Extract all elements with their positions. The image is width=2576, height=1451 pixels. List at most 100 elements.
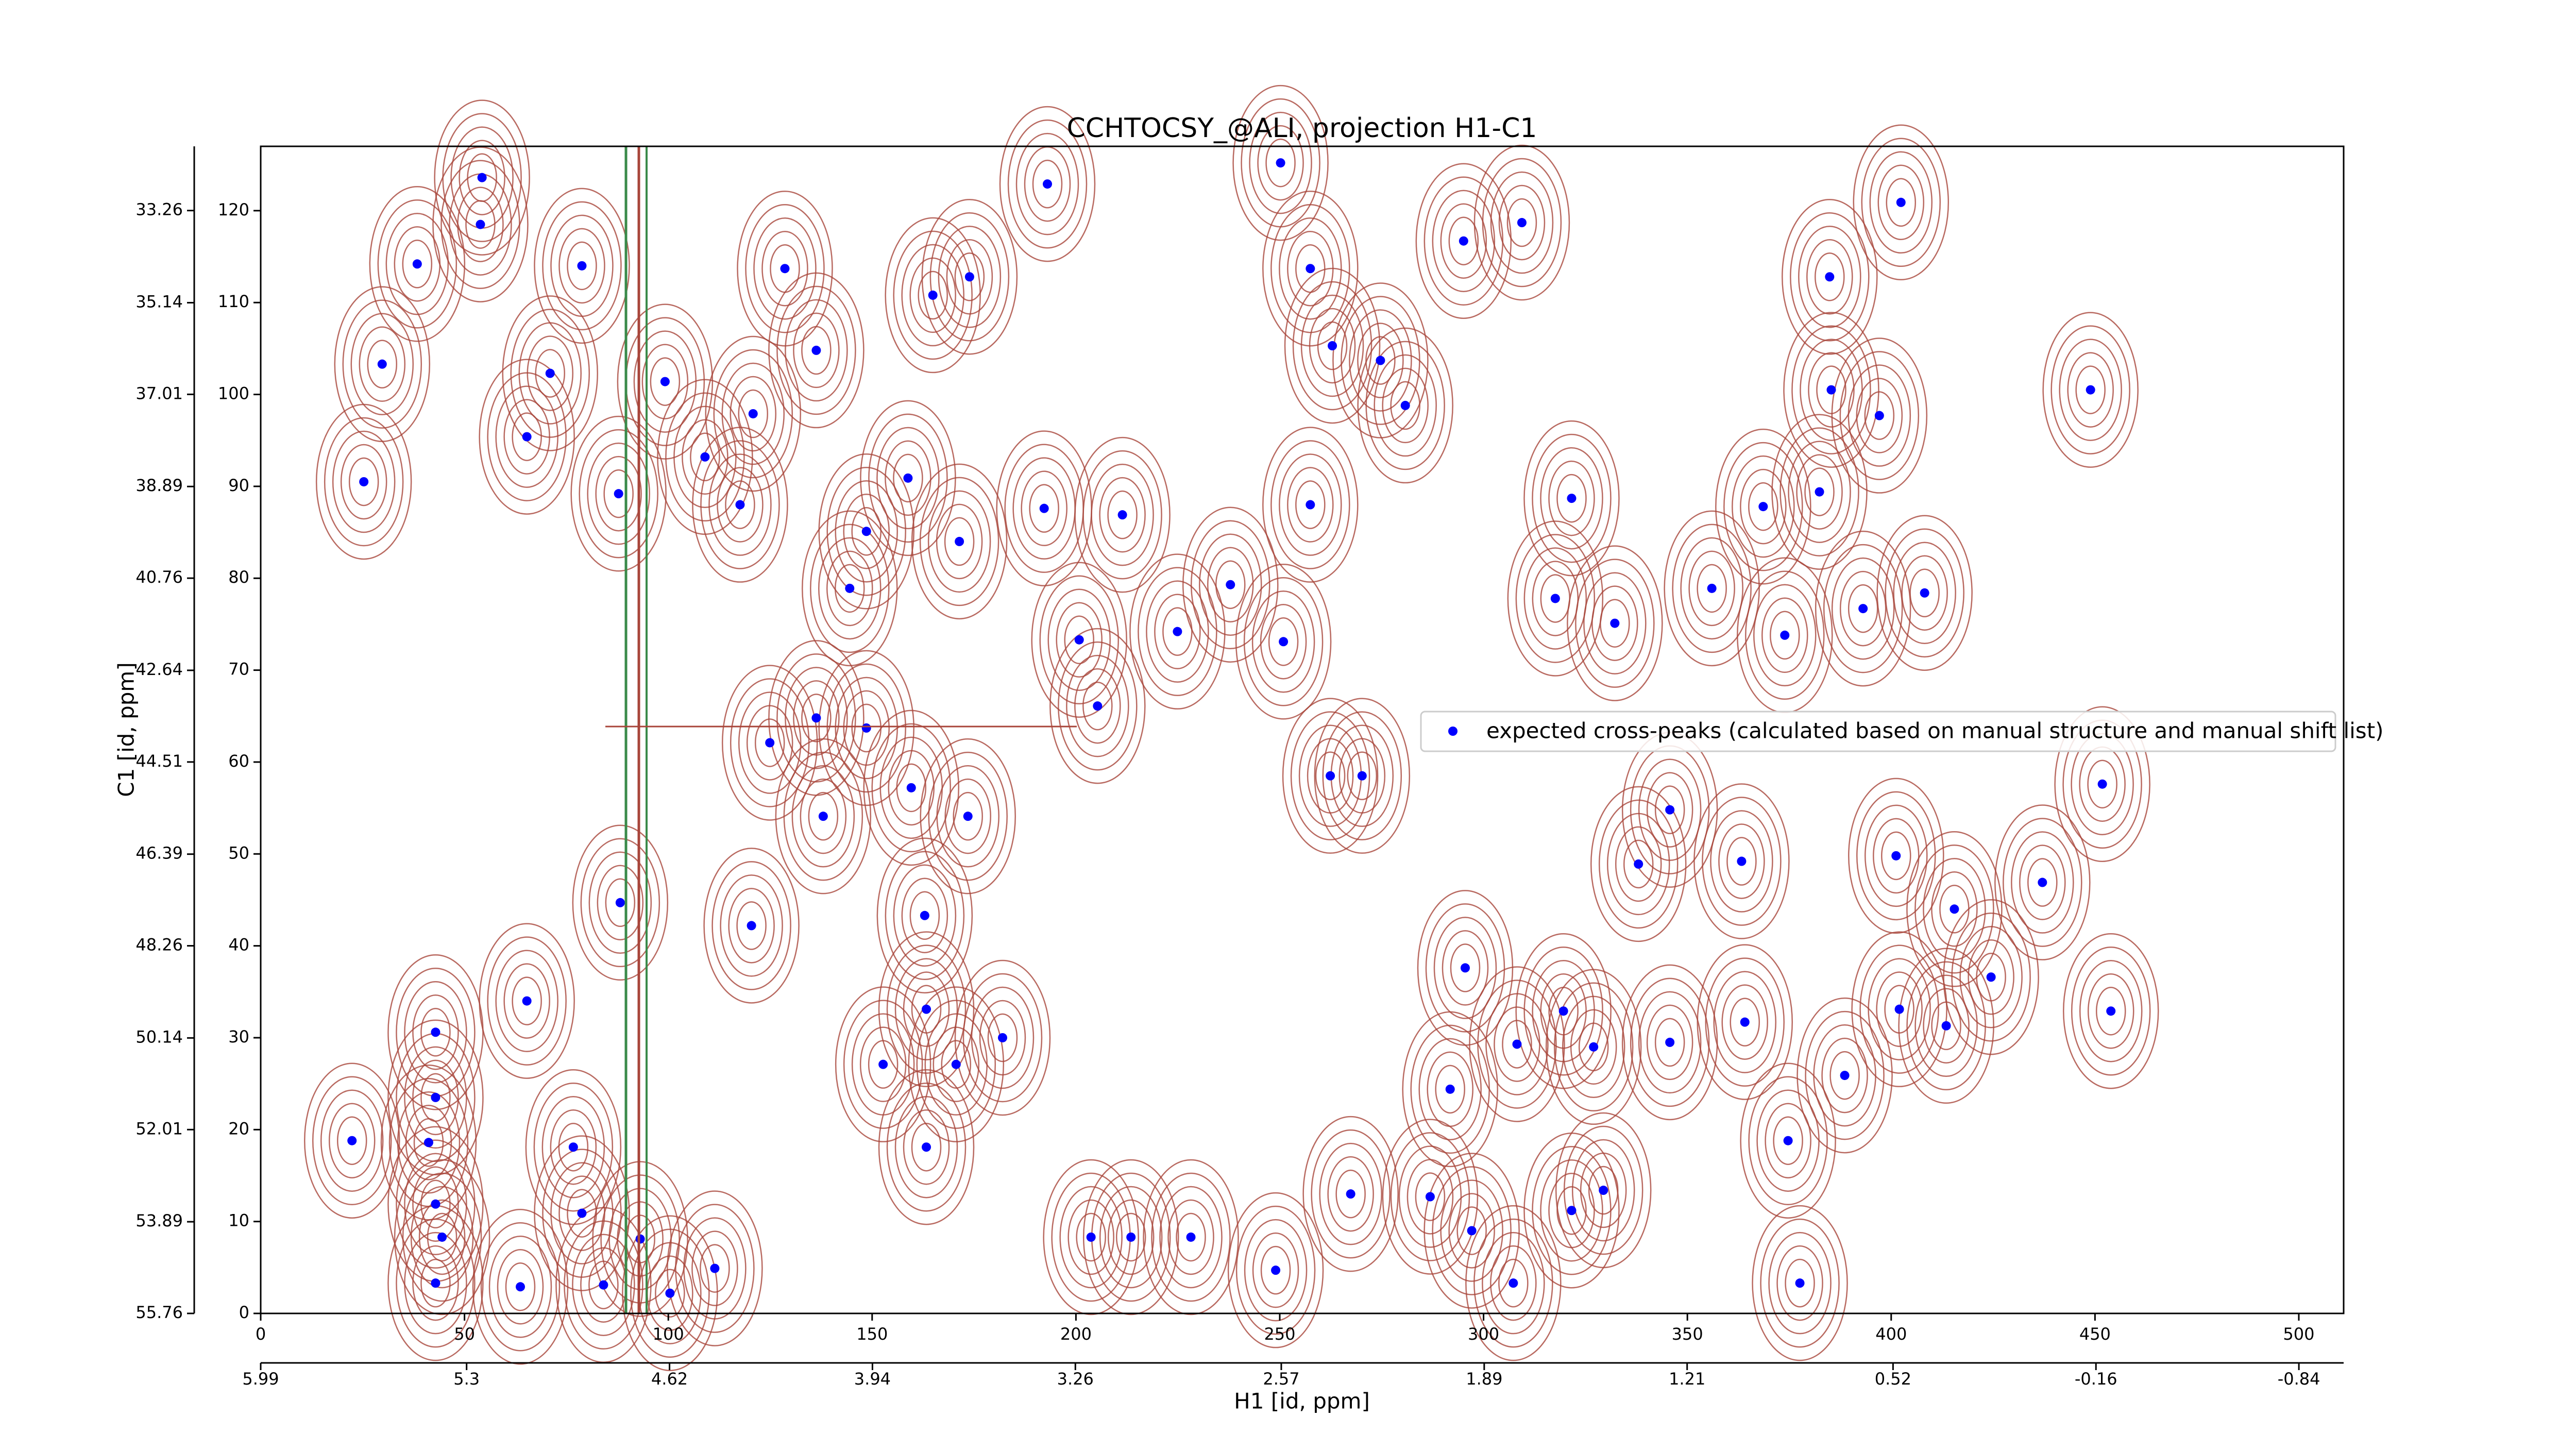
- x2-tick-label: 4.62: [651, 1369, 688, 1389]
- contour: [893, 230, 973, 360]
- contour: [312, 1076, 392, 1205]
- contour: [1082, 450, 1162, 580]
- contour: [404, 1153, 467, 1256]
- contour: [342, 299, 422, 429]
- cross-peak: [1512, 1039, 1522, 1049]
- cross-peak: [1517, 218, 1527, 228]
- contour: [1191, 520, 1270, 649]
- contour: [1646, 772, 1693, 848]
- contour: [479, 923, 575, 1079]
- contour: [745, 204, 825, 333]
- contour: [916, 1000, 996, 1129]
- contour: [909, 891, 940, 940]
- contour: [336, 1116, 367, 1165]
- cross-peak: [423, 1138, 433, 1148]
- contour: [1469, 966, 1565, 1122]
- contour: [534, 1135, 630, 1291]
- contour: [1688, 550, 1735, 627]
- contour: [1540, 447, 1603, 550]
- cross-peak: [1459, 236, 1468, 246]
- contour: [550, 214, 614, 317]
- contour: [721, 362, 785, 465]
- contour: [818, 650, 914, 806]
- contour: [1853, 124, 1950, 281]
- contour: [1074, 436, 1171, 593]
- cross-peak: [1894, 1004, 1904, 1014]
- x-tick-label: 400: [1875, 1324, 1907, 1344]
- contour: [893, 453, 923, 503]
- contour: [1262, 190, 1359, 347]
- contour: [1591, 585, 1638, 661]
- contour: [1693, 783, 1790, 939]
- cross-peak: [1357, 771, 1367, 781]
- contour: [332, 430, 396, 533]
- contour: [1765, 1103, 1811, 1178]
- contour: [412, 1059, 459, 1136]
- contour: [1773, 1116, 1803, 1165]
- contour: [1805, 1010, 1885, 1140]
- contour: [903, 1109, 950, 1185]
- contour: [1839, 570, 1887, 647]
- contour: [542, 1149, 622, 1278]
- contour: [1059, 1186, 1123, 1289]
- contour: [1440, 1179, 1503, 1282]
- contour: [1829, 1051, 1860, 1100]
- contour: [533, 1082, 614, 1212]
- contour: [1761, 597, 1808, 673]
- contour: [1415, 163, 1512, 319]
- cross-peak: [522, 432, 532, 442]
- contour: [1873, 818, 1920, 894]
- cross-peak: [1039, 503, 1049, 513]
- contour: [1423, 1153, 1520, 1309]
- cross-peak: [577, 261, 587, 271]
- cross-peak: [1567, 494, 1577, 503]
- cross-peak: [748, 409, 758, 418]
- contour: [911, 463, 1008, 620]
- contour: [938, 226, 1002, 328]
- contour: [2079, 959, 2143, 1062]
- x-tick-label: 0: [256, 1324, 266, 1344]
- cross-peak: [614, 489, 623, 499]
- contour: [1279, 217, 1342, 320]
- contour: [886, 944, 967, 1074]
- contour: [1338, 738, 1386, 814]
- contour: [1856, 791, 1936, 921]
- contour: [1672, 524, 1752, 653]
- cross-peak: [1328, 341, 1337, 351]
- contour: [1107, 490, 1138, 539]
- contour: [457, 187, 504, 262]
- cross-peak: [710, 1263, 720, 1273]
- y2-tick-label: 40.76: [135, 567, 183, 587]
- contour: [1284, 267, 1381, 424]
- contour: [1319, 1142, 1382, 1245]
- contour: [404, 981, 467, 1084]
- cross-peak: [1306, 264, 1315, 274]
- x-tick-label: 200: [1060, 1324, 1092, 1344]
- contour: [579, 429, 658, 559]
- x-tick-label: 100: [653, 1324, 684, 1344]
- contour: [479, 359, 575, 515]
- contour: [1295, 480, 1326, 529]
- contour: [1415, 1172, 1446, 1221]
- contour: [1257, 125, 1304, 201]
- cross-peak: [878, 1059, 888, 1069]
- cross-peak: [1346, 1189, 1355, 1199]
- cross-peak: [964, 272, 974, 282]
- contour: [1268, 617, 1299, 666]
- cross-peak: [735, 500, 745, 510]
- cross-peak: [1186, 1232, 1196, 1242]
- cross-peak: [2106, 1006, 2116, 1016]
- contour: [1410, 1024, 1490, 1154]
- y-tick-label: 120: [218, 200, 249, 220]
- contour: [999, 106, 1096, 262]
- cross-peak: [545, 368, 555, 378]
- contour: [1390, 1132, 1470, 1261]
- contour: [1232, 85, 1329, 241]
- contour: [885, 217, 981, 374]
- contour: [413, 1118, 444, 1167]
- contour: [1548, 460, 1595, 536]
- cross-peak: [1467, 1226, 1477, 1236]
- contour: [1374, 354, 1437, 457]
- contour: [303, 1062, 400, 1219]
- contour: [1235, 1205, 1316, 1335]
